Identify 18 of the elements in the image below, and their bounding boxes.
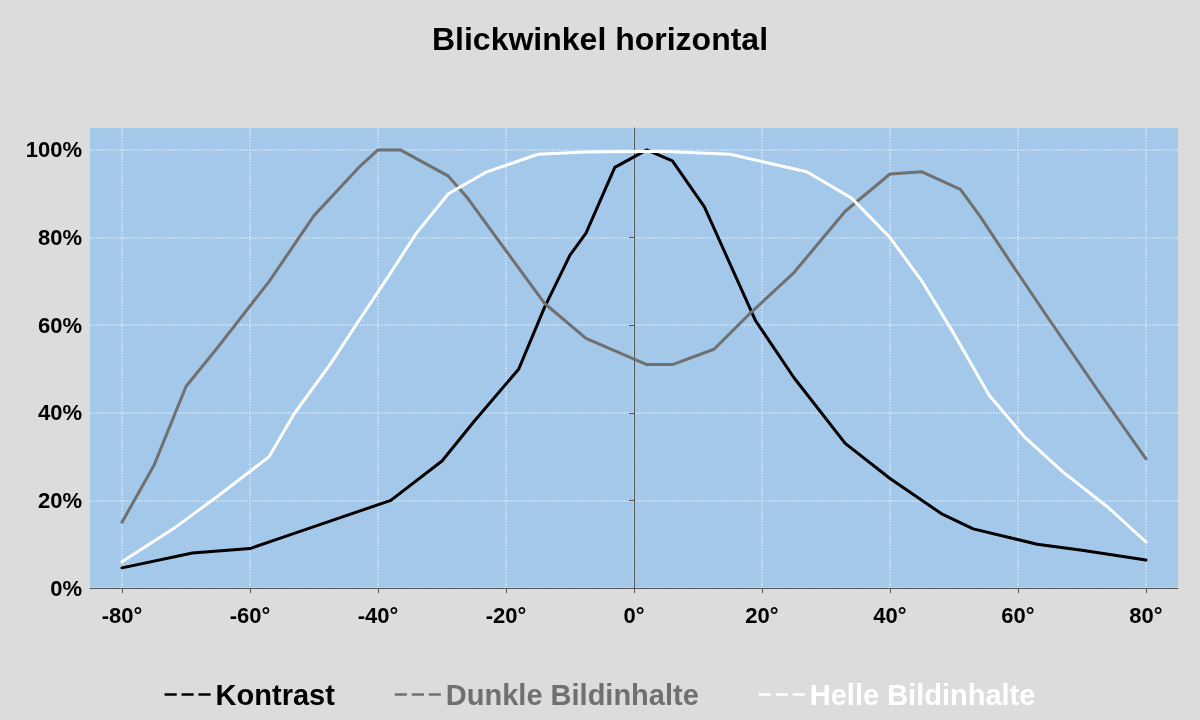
y-tick-label: 0% xyxy=(50,575,82,601)
chart-title: Blickwinkel horizontal xyxy=(431,21,769,57)
legend-label: Dunkle Bildinhalte xyxy=(445,678,699,711)
y-tick-label: 100% xyxy=(25,137,82,163)
x-tick-label: 80° xyxy=(1129,602,1163,628)
x-tick-label: 40° xyxy=(873,602,907,628)
y-tick-label: 40% xyxy=(37,400,82,426)
x-tick-label: 0° xyxy=(623,602,645,628)
x-tick-label: -40° xyxy=(357,602,399,628)
y-tick-label: 60% xyxy=(37,312,82,338)
x-tick-label: 20° xyxy=(745,602,779,628)
x-tick-label: -60° xyxy=(229,602,271,628)
x-tick-label: -20° xyxy=(485,602,527,628)
legend-label: Kontrast xyxy=(215,678,336,711)
x-tick-label: -80° xyxy=(101,602,143,628)
y-tick-label: 20% xyxy=(37,487,82,513)
x-tick-label: 60° xyxy=(1001,602,1035,628)
y-tick-label: 80% xyxy=(37,225,82,251)
